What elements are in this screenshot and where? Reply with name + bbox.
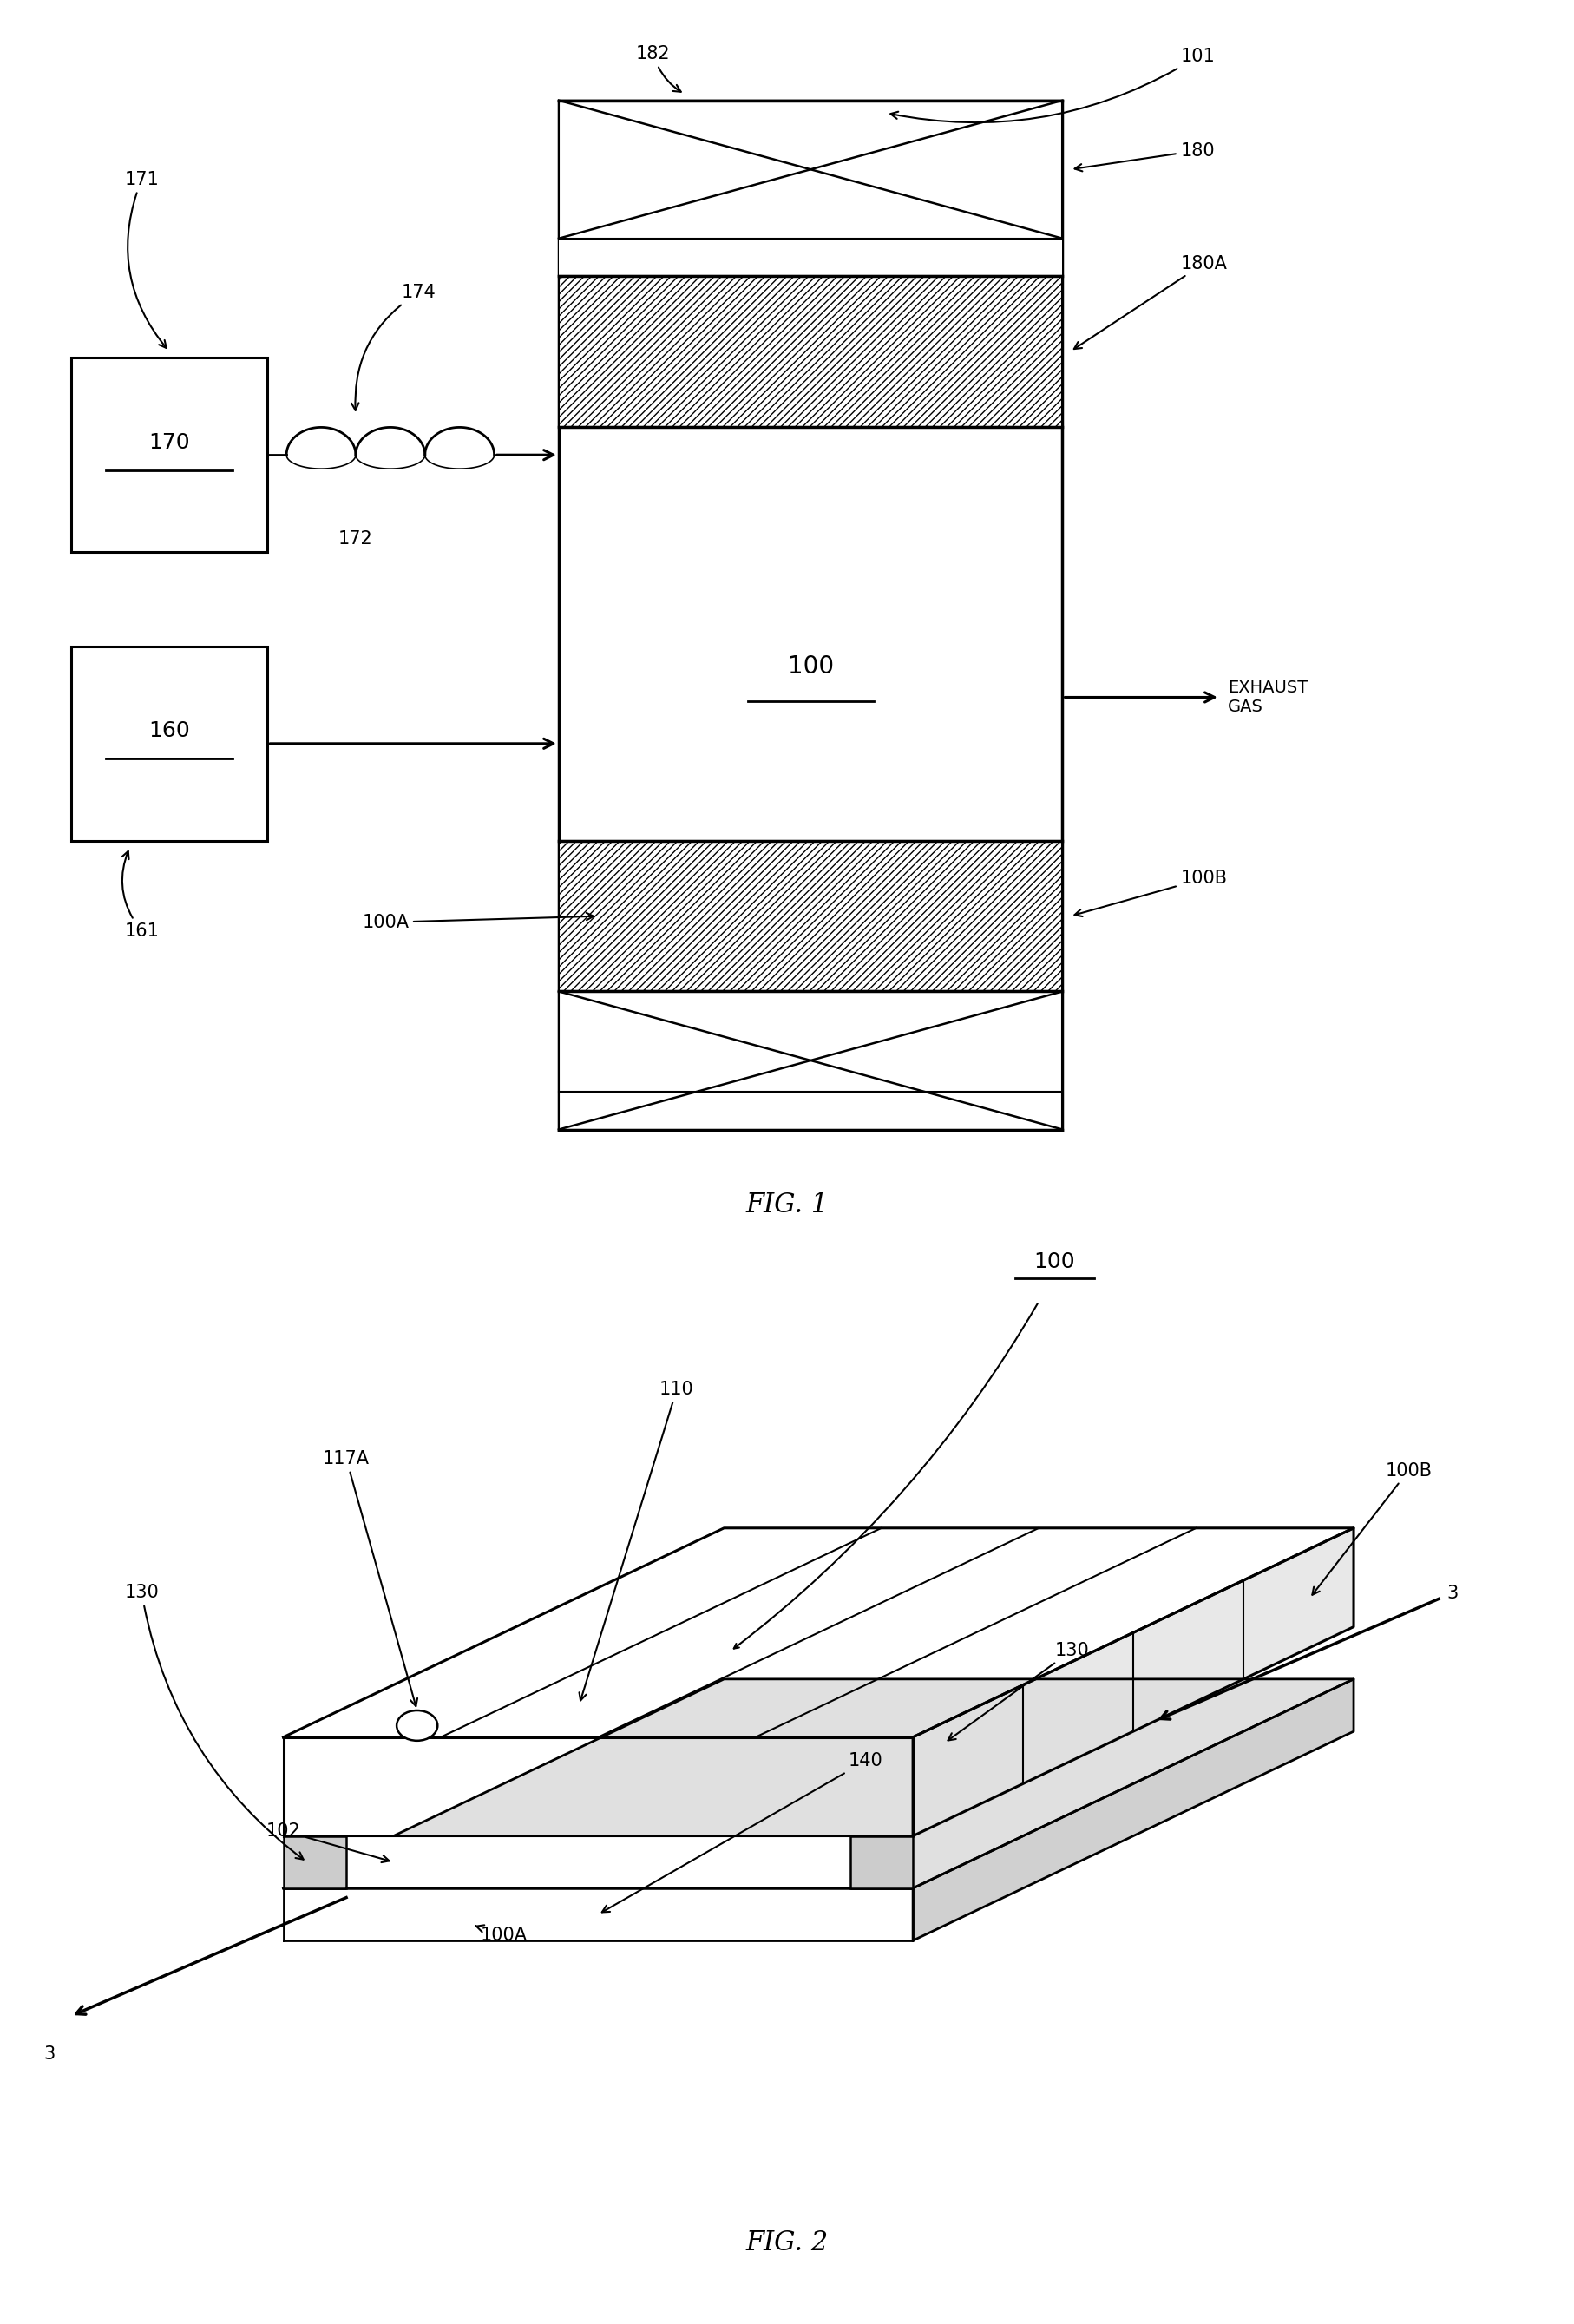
Text: 100B: 100B [1313, 1462, 1432, 1594]
Text: 170: 170 [148, 432, 190, 453]
Text: FIG. 2: FIG. 2 [746, 2229, 828, 2257]
Text: 101: 101 [891, 49, 1215, 123]
Text: 100A: 100A [475, 1924, 527, 1943]
Polygon shape [346, 1836, 850, 1887]
Text: 3: 3 [1447, 1585, 1458, 1601]
Text: 172: 172 [338, 530, 373, 548]
Text: 100: 100 [1034, 1253, 1075, 1271]
Text: 100: 100 [787, 655, 834, 679]
Bar [283, 1836, 346, 1887]
Bar [559, 100, 1062, 239]
Bar [559, 239, 1062, 277]
Circle shape [397, 1710, 438, 1741]
Text: 180: 180 [1075, 142, 1215, 172]
Polygon shape [913, 1529, 1354, 1836]
Bar [559, 100, 1062, 1129]
Polygon shape [283, 1678, 1354, 1887]
Bar [71, 358, 268, 553]
Text: 140: 140 [601, 1752, 883, 1913]
Text: 100A: 100A [362, 913, 593, 932]
Text: 174: 174 [351, 284, 436, 411]
Text: 100B: 100B [1075, 869, 1228, 916]
Text: 180A: 180A [1073, 256, 1228, 349]
Bar [559, 277, 1062, 428]
Bar [559, 992, 1062, 1129]
Text: EXHAUST
GAS: EXHAUST GAS [1228, 679, 1308, 716]
Text: 117A: 117A [323, 1450, 417, 1706]
Text: 110: 110 [579, 1380, 694, 1701]
Text: 171: 171 [124, 172, 167, 349]
Bar [559, 992, 1062, 1092]
Text: 3: 3 [44, 2045, 55, 2061]
Text: 102: 102 [266, 1822, 389, 1862]
Text: 130: 130 [948, 1643, 1089, 1741]
Text: 161: 161 [123, 851, 159, 939]
Text: FIG. 1: FIG. 1 [746, 1192, 828, 1218]
Bar [850, 1836, 913, 1887]
Polygon shape [283, 1887, 913, 1941]
Polygon shape [913, 1678, 1354, 1941]
Text: 160: 160 [148, 720, 190, 741]
Bar [71, 646, 268, 841]
Text: 130: 130 [124, 1585, 304, 1859]
Polygon shape [283, 1736, 913, 1836]
Text: 182: 182 [636, 46, 682, 93]
Polygon shape [283, 1529, 1354, 1736]
Bar [559, 841, 1062, 992]
